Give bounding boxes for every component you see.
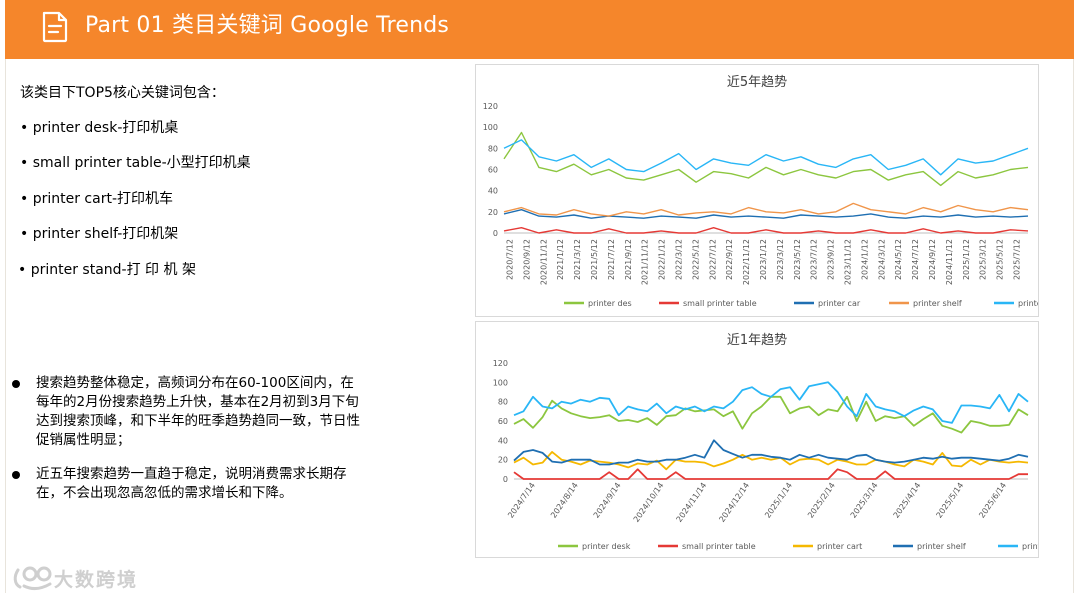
x-tick-label: 2025/5/12 [996,239,1005,280]
x-tick-label: 2023/9/12 [827,239,836,280]
logo-icon [13,566,52,591]
x-tick-label: 2024/12/14 [717,481,751,524]
x-tick-label: 2022/5/12 [691,239,700,280]
legend-label: small printer table [682,542,756,551]
x-tick-label: 2023/11/12 [844,239,853,285]
x-tick-label: 2024/8/14 [549,481,580,520]
x-tick-label: 2024/3/12 [877,239,886,280]
y-tick-label: 40 [498,436,508,445]
bullet-dot-icon [12,380,20,388]
bullet-dot-icon [12,471,20,479]
x-tick-label: 2025/3/12 [979,239,988,280]
chart-5-year-svg: 近5年趋势 0 20 40 60 80 100 120 2020/7/12 2020/9/12 20… [483,74,1070,308]
x-tick-label: 2023/5/12 [793,239,802,280]
legend-label: printer des [588,299,632,308]
x-tick-label: 2021/1/12 [556,239,565,280]
y-tick-label: 80 [498,398,508,407]
keyword-item: • printer desk-打印机桌 [20,120,179,136]
y-tick-label: 40 [488,187,498,196]
series-line-printer-shelf [513,439,1029,466]
analysis-bullet: 近五年搜索趋势一直趋于稳定，说明消费需求长期存在，不会出现忽高忽低的需求增长和下… [12,465,362,503]
analysis-bullets: 搜索趋势整体稳定，高频词分布在60-100区间内，在每年的2月份搜索趋势上升快，… [12,374,362,518]
analysis-bullet: 搜索趋势整体稳定，高频词分布在60-100区间内，在每年的2月份搜索趋势上升快，… [12,374,362,450]
series-line-small-printer-table [503,226,1029,234]
y-tick-label: 100 [493,378,508,387]
y-tick-label: 100 [483,123,498,132]
series-line-printer-cart [513,450,1029,471]
chart-1-year: 近1年趋势 0 20 40 60 80 100 120 2024/7/14 2024/8/14 20… [475,321,1074,558]
y-tick-label: 0 [493,229,498,238]
x-tick-label: 2022/7/12 [708,239,717,280]
logo-text: 大数跨境 [54,569,139,591]
keyword-item: • printer stand-打 印 机 架 [18,262,196,278]
series-line-printer-stand [503,139,1029,176]
keyword-item: • printer shelf-打印机架 [20,226,179,242]
legend-label: printer desk [582,542,631,551]
legend-label: printer stand [1022,542,1038,551]
y-tick-label: 20 [488,208,498,217]
header-bar: Part 01 类目关键词 Google Trends [5,0,1074,59]
x-tick-label: 2024/7/14 [506,481,537,520]
x-tick-label: 2020/11/12 [539,239,548,285]
x-tick-label: 2021/7/12 [607,239,616,280]
document-icon [42,11,68,43]
series-line-printer-des [503,131,1029,187]
x-tick-label: 2024/11/14 [675,481,709,524]
x-tick-label: 2022/3/12 [674,239,683,280]
x-tick-label: 2021/9/12 [624,239,633,280]
legend-label: printer shelf [917,542,966,551]
x-tick-label: 2025/1/14 [763,481,794,520]
chart-5-year: 近5年趋势 0 20 40 60 80 100 120 2020/7/12 2020/9/12 20… [475,64,1070,317]
x-tick-label: 2024/9/12 [928,239,937,280]
series-line-printer-stand [513,381,1029,424]
chart-title: 近1年趋势 [727,332,787,348]
x-tick-label: 2023/1/12 [759,239,768,280]
x-tick-label: 2022/1/12 [658,239,667,280]
x-tick-label: 2022/11/12 [742,239,751,285]
x-tick-label: 2024/5/12 [894,239,903,280]
keyword-item: • small printer table-小型打印机桌 [20,155,251,171]
x-tick-label: 2020/9/12 [522,239,531,280]
page-title: Part 01 类目关键词 Google Trends [85,13,450,38]
legend-label: small printer table [683,299,757,308]
y-tick-label: 120 [483,102,498,111]
y-tick-label: 120 [493,359,508,368]
y-tick-label: 60 [498,417,508,426]
keyword-item: • printer cart-打印机车 [20,191,173,207]
y-tick-label: 0 [503,475,508,484]
x-tick-label: 2023/3/12 [776,239,785,280]
x-tick-label: 2025/2/14 [806,481,837,520]
chart-1-year-svg: 近1年趋势 0 20 40 60 80 100 120 2024/7/14 2024/8/14 20… [493,332,1074,551]
legend-label: printer stand [1018,299,1038,308]
legend-label: printer car [818,299,861,308]
x-tick-label: 2023/7/12 [810,239,819,280]
legend-label: printer shelf [913,299,962,308]
content-frame [5,59,1074,593]
x-tick-label: 2024/7/12 [911,239,920,280]
x-tick-label: 2024/10/14 [632,481,666,524]
x-tick-label: 2025/1/12 [962,239,971,280]
x-tick-label: 2025/4/14 [892,481,923,520]
y-tick-label: 60 [488,166,498,175]
x-tick-label: 2024/9/14 [592,481,623,520]
intro-text: 该类目下TOP5核心关键词包含： [20,85,225,101]
x-tick-label: 2022/9/12 [725,239,734,280]
x-tick-label: 2021/11/12 [641,239,650,285]
x-tick-label: 2024/11/12 [945,239,954,285]
x-tick-label: 2021/3/12 [573,239,582,280]
legend-label: printer cart [817,542,862,551]
y-tick-label: 20 [498,456,508,465]
x-tick-label: 2025/6/14 [977,481,1008,520]
series-line-small-printer-table [513,468,1028,480]
x-tick-label: 2025/5/14 [934,481,965,520]
x-tick-label: 2021/5/12 [590,239,599,280]
x-tick-label: 2025/3/14 [849,481,880,520]
x-tick-label: 2020/7/12 [505,239,514,280]
x-tick-label: 2025/7/12 [1013,239,1022,280]
y-tick-label: 80 [488,144,498,153]
x-tick-label: 2024/1/12 [860,239,869,280]
series-line-printer-shelf [503,202,1029,217]
series-line-printer-car [503,208,1029,219]
chart-title: 近5年趋势 [727,74,787,90]
